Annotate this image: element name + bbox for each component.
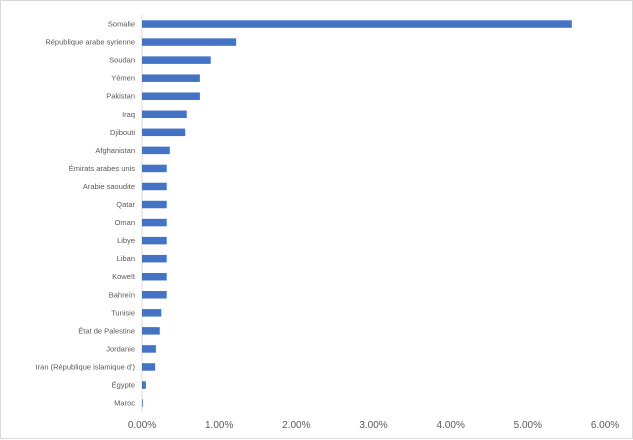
- x-tick-label: 4.00%: [436, 420, 464, 431]
- bar: [142, 20, 572, 28]
- bar: [142, 182, 167, 191]
- bar: [142, 92, 200, 100]
- category-label: Koweït: [112, 272, 136, 281]
- category-label: Jordanie: [106, 344, 135, 353]
- category-label: Afghanistan: [95, 146, 135, 155]
- x-tick-label: 2.00%: [282, 420, 310, 431]
- category-label: République arabe syrienne: [45, 38, 135, 47]
- bar: [142, 399, 143, 407]
- bar: [142, 345, 156, 353]
- category-label: Égypte: [112, 381, 135, 390]
- category-label: Pakistan: [106, 92, 135, 101]
- bar: [142, 327, 160, 335]
- bar: [142, 291, 167, 299]
- category-label: Somalie: [108, 20, 135, 29]
- bar: [142, 56, 211, 64]
- category-label: Liban: [117, 254, 135, 263]
- bar: [142, 381, 146, 389]
- category-label: État de Palestine: [78, 326, 135, 335]
- x-tick-label: 6.00%: [591, 420, 619, 431]
- category-label: Arabie saoudite: [83, 182, 135, 191]
- category-label: Iran (République islamique d'): [36, 362, 136, 371]
- bar: [142, 38, 237, 46]
- category-label: Libye: [117, 236, 135, 245]
- category-label: Djibouti: [110, 128, 135, 137]
- category-label: Qatar: [116, 200, 135, 209]
- category-label: Oman: [115, 218, 135, 227]
- bar: [142, 200, 167, 209]
- bar: [142, 74, 200, 82]
- bar: [142, 363, 156, 371]
- x-tick-label: 1.00%: [205, 420, 233, 431]
- category-label: Émirats arabes unis: [69, 164, 136, 173]
- x-tick-label: 0.00%: [128, 420, 156, 431]
- category-label: Iraq: [122, 110, 135, 119]
- bar: [142, 110, 187, 119]
- bar: [142, 128, 186, 137]
- bar: [142, 146, 170, 155]
- x-tick-label: 5.00%: [514, 420, 542, 431]
- bar: [142, 254, 167, 263]
- category-label: Soudan: [109, 56, 135, 65]
- category-label: Maroc: [114, 399, 135, 408]
- bar: [142, 164, 167, 173]
- bar: [142, 218, 167, 227]
- bar: [142, 236, 167, 245]
- category-label: Tunisie: [111, 308, 135, 317]
- category-label: Yémen: [111, 74, 135, 83]
- category-label: Bahreïn: [109, 290, 135, 299]
- x-tick-label: 3.00%: [359, 420, 387, 431]
- bar: [142, 309, 162, 317]
- bar: [142, 272, 167, 281]
